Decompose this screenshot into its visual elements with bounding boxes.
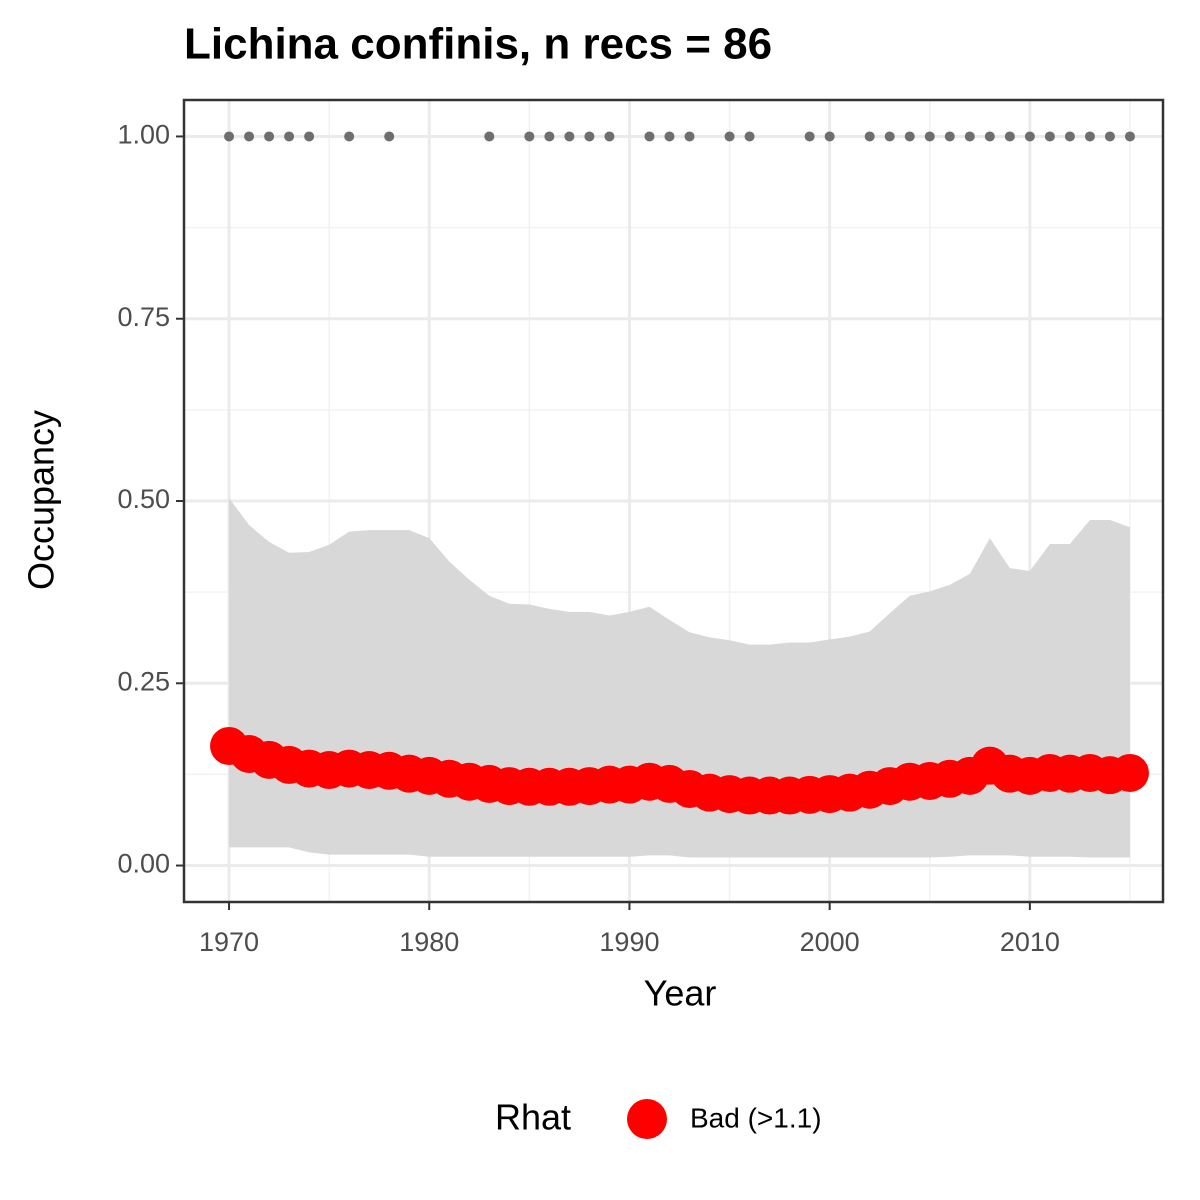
record-point [924,131,935,142]
record-point [884,131,895,142]
record-point [544,131,555,142]
record-point [904,131,915,142]
x-axis-label: Year [644,973,717,1014]
record-point [264,131,275,142]
record-point [344,131,355,142]
record-point [804,131,815,142]
record-point [964,131,975,142]
x-tick-label: 2000 [800,927,860,957]
x-tick-label: 1980 [399,927,459,957]
y-axis-label: Occupancy [21,410,62,590]
record-point [1104,131,1115,142]
record-point [824,131,835,142]
record-point [284,131,295,142]
x-tick-label: 1970 [199,927,259,957]
record-point [524,131,535,142]
x-tick-label: 2010 [1000,927,1060,957]
record-point [244,131,255,142]
record-point [304,131,315,142]
legend-title: Rhat [495,1097,571,1138]
record-point [864,131,875,142]
record-point [584,131,595,142]
record-point [484,131,495,142]
record-point [684,131,695,142]
record-point [564,131,575,142]
record-point [384,131,395,142]
record-point [664,131,675,142]
panel-border [182,98,1165,904]
record-point [724,131,735,142]
record-point [984,131,995,142]
record-point [224,131,235,142]
y-tick-label: 0.75 [117,302,170,332]
y-tick-label: 0.00 [117,849,170,879]
occupancy-point [1110,753,1149,792]
record-point [1024,131,1035,142]
record-point [1044,131,1055,142]
x-tick-label: 1990 [599,927,659,957]
record-point [1124,131,1135,142]
y-tick-label: 0.50 [117,484,170,514]
record-point [744,131,755,142]
legend-label: Bad (>1.1) [690,1102,822,1133]
y-tick-label: 1.00 [117,120,170,150]
record-point [1084,131,1095,142]
record-point [944,131,955,142]
record-point [644,131,655,142]
chart-title: Lichina confinis, n recs = 86 [184,20,772,69]
record-point [1064,131,1075,142]
y-tick-label: 0.25 [117,666,170,696]
record-point [1004,131,1015,142]
legend-marker [627,1099,667,1139]
record-point [604,131,615,142]
